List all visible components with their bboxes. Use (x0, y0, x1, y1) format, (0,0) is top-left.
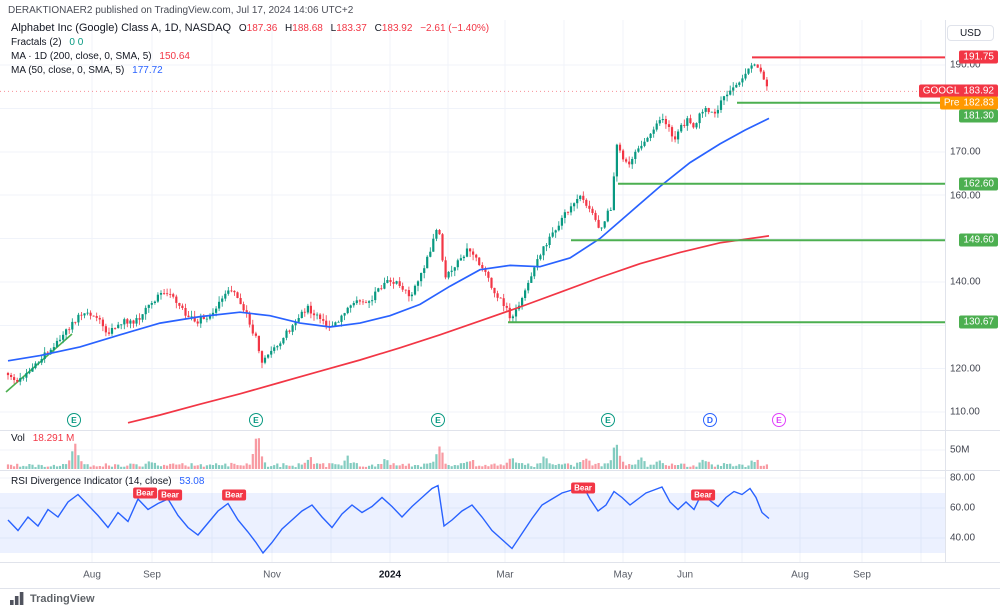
event-marker-e[interactable]: E (772, 413, 786, 427)
tag-value: 130.67 (963, 316, 994, 328)
open-value: 187.36 (246, 23, 278, 34)
time-axis-label: Sep (853, 569, 871, 581)
time-axis-label: Aug (83, 569, 101, 581)
tag-value: 191.75 (963, 51, 994, 63)
tradingview-logo-icon (10, 592, 24, 605)
price-axis-label: 110.00 (950, 406, 980, 418)
event-marker-e[interactable]: E (67, 413, 81, 427)
tag-value: 181.30 (963, 110, 994, 122)
time-axis-label: Jun (676, 569, 694, 581)
event-marker-d[interactable]: D (703, 413, 717, 427)
grid-layer (0, 20, 945, 562)
price-axis-tag: 162.60 (959, 177, 998, 191)
legend-panel: Alphabet Inc (Google) Class A, 1D, NASDA… (11, 22, 489, 78)
volume-value: 18.291 M (32, 433, 75, 444)
time-axis-label: Mar (496, 569, 514, 581)
fractals-label: Fractals (2) (11, 37, 62, 48)
ma-line-sma-200[interactable] (127, 235, 770, 424)
price-axis-label: 140.00 (950, 276, 981, 288)
indicator-row-ma50[interactable]: MA (50, close, 0, SMA, 5) 177.72 (11, 64, 489, 78)
time-axis-label: May (613, 569, 633, 581)
close-value: 183.92 (381, 23, 413, 34)
event-marker-e[interactable]: E (431, 413, 445, 427)
tag-value: 149.60 (963, 234, 994, 246)
ma50-label: MA (50, close, 0, SMA, 5) (11, 65, 125, 76)
tradingview-wordmark: TradingView (30, 592, 95, 605)
symbol-header-row[interactable]: Alphabet Inc (Google) Class A, 1D, NASDA… (11, 22, 489, 36)
price-axis-label: 50M (950, 444, 970, 456)
tag-value: 183.92 (963, 85, 994, 97)
price-axis-tag: 191.75 (959, 50, 998, 64)
low-value: 183.37 (336, 23, 367, 34)
fractals-value-2: 0 (77, 37, 84, 48)
time-axis-label: Sep (143, 569, 161, 581)
rsi-label: RSI Divergence Indicator (14, close) (11, 476, 172, 487)
ma-line-sma-50[interactable] (7, 117, 770, 362)
volume-bars-layer[interactable] (6, 438, 768, 469)
indicator-row-ma200[interactable]: MA · 1D (200, close, 0, SMA, 5) 150.64 (11, 50, 489, 64)
price-axis-tag: GOOGL 183.92 (918, 84, 998, 98)
horizontal-rays-layer[interactable] (0, 56, 945, 324)
bear-divergence-tag: Bear (691, 489, 715, 501)
tag-prefix: Pre (943, 97, 960, 109)
high-value: 188.68 (292, 23, 323, 34)
symbol-title: Alphabet Inc (Google) Class A, 1D, NASDA… (11, 22, 232, 34)
volume-legend-row[interactable]: Vol 18.291 M (11, 433, 74, 444)
tag-prefix: GOOGL (922, 85, 960, 97)
tag-value: 162.60 (963, 178, 994, 190)
volume-label: Vol (11, 433, 25, 444)
time-axis-label: Aug (791, 569, 809, 581)
price-axis-label: 60.00 (950, 502, 976, 514)
ma50-value: 177.72 (132, 65, 163, 76)
event-marker-e[interactable]: E (601, 413, 615, 427)
price-axis-label: 170.00 (950, 146, 981, 158)
price-axis-tag: 181.30 (959, 109, 998, 123)
price-axis-label: 120.00 (950, 363, 981, 375)
time-axis-label: 2024 (378, 569, 402, 581)
close-label: C (374, 23, 382, 34)
fractals-value-1: 0 (69, 37, 75, 48)
price-axis-tag: 130.67 (959, 315, 998, 329)
bear-divergence-tag: Bear (158, 489, 182, 501)
rsi-value: 53.08 (179, 476, 205, 487)
time-axis-label: Nov (263, 569, 281, 581)
publisher-bar: DERAKTIONAER2 published on TradingView.c… (0, 0, 1000, 20)
bear-divergence-tag: Bear (133, 487, 157, 499)
rsi-line-layer[interactable] (7, 483, 770, 555)
ma-lines-layer[interactable] (7, 117, 770, 424)
tradingview-branding-link[interactable]: TradingView (9, 592, 95, 605)
low-label: L (330, 23, 337, 34)
indicator-row-fractals[interactable]: Fractals (2) 0 0 (11, 36, 489, 50)
tag-value: 182.83 (963, 97, 994, 109)
event-marker-e[interactable]: E (249, 413, 263, 427)
price-axis-tag: Pre 182.83 (939, 96, 998, 110)
price-axis-label: 40.00 (950, 532, 976, 544)
bear-divergence-tag: Bear (571, 482, 595, 494)
price-axis-tag: 149.60 (959, 233, 998, 247)
candles-layer[interactable] (6, 62, 768, 386)
open-label: O (238, 23, 247, 34)
price-axis-label: 80.00 (950, 472, 976, 484)
ma200-label: MA · 1D (200, close, 0, SMA, 5) (11, 51, 152, 62)
publisher-line: DERAKTIONAER2 published on TradingView.c… (8, 4, 354, 16)
currency-toggle-button[interactable]: USD (947, 25, 994, 41)
high-label: H (285, 23, 293, 34)
rsi-legend-row[interactable]: RSI Divergence Indicator (14, close) 53.… (11, 476, 204, 487)
price-axis-label: 190.00 (950, 59, 981, 71)
bear-divergence-tag: Bear (222, 489, 246, 501)
change-value: −2.61 (−1.40%) (420, 23, 490, 34)
price-axis-label: 160.00 (950, 190, 981, 202)
pane-separators[interactable] (0, 20, 1000, 589)
ma200-value: 150.64 (159, 51, 190, 62)
